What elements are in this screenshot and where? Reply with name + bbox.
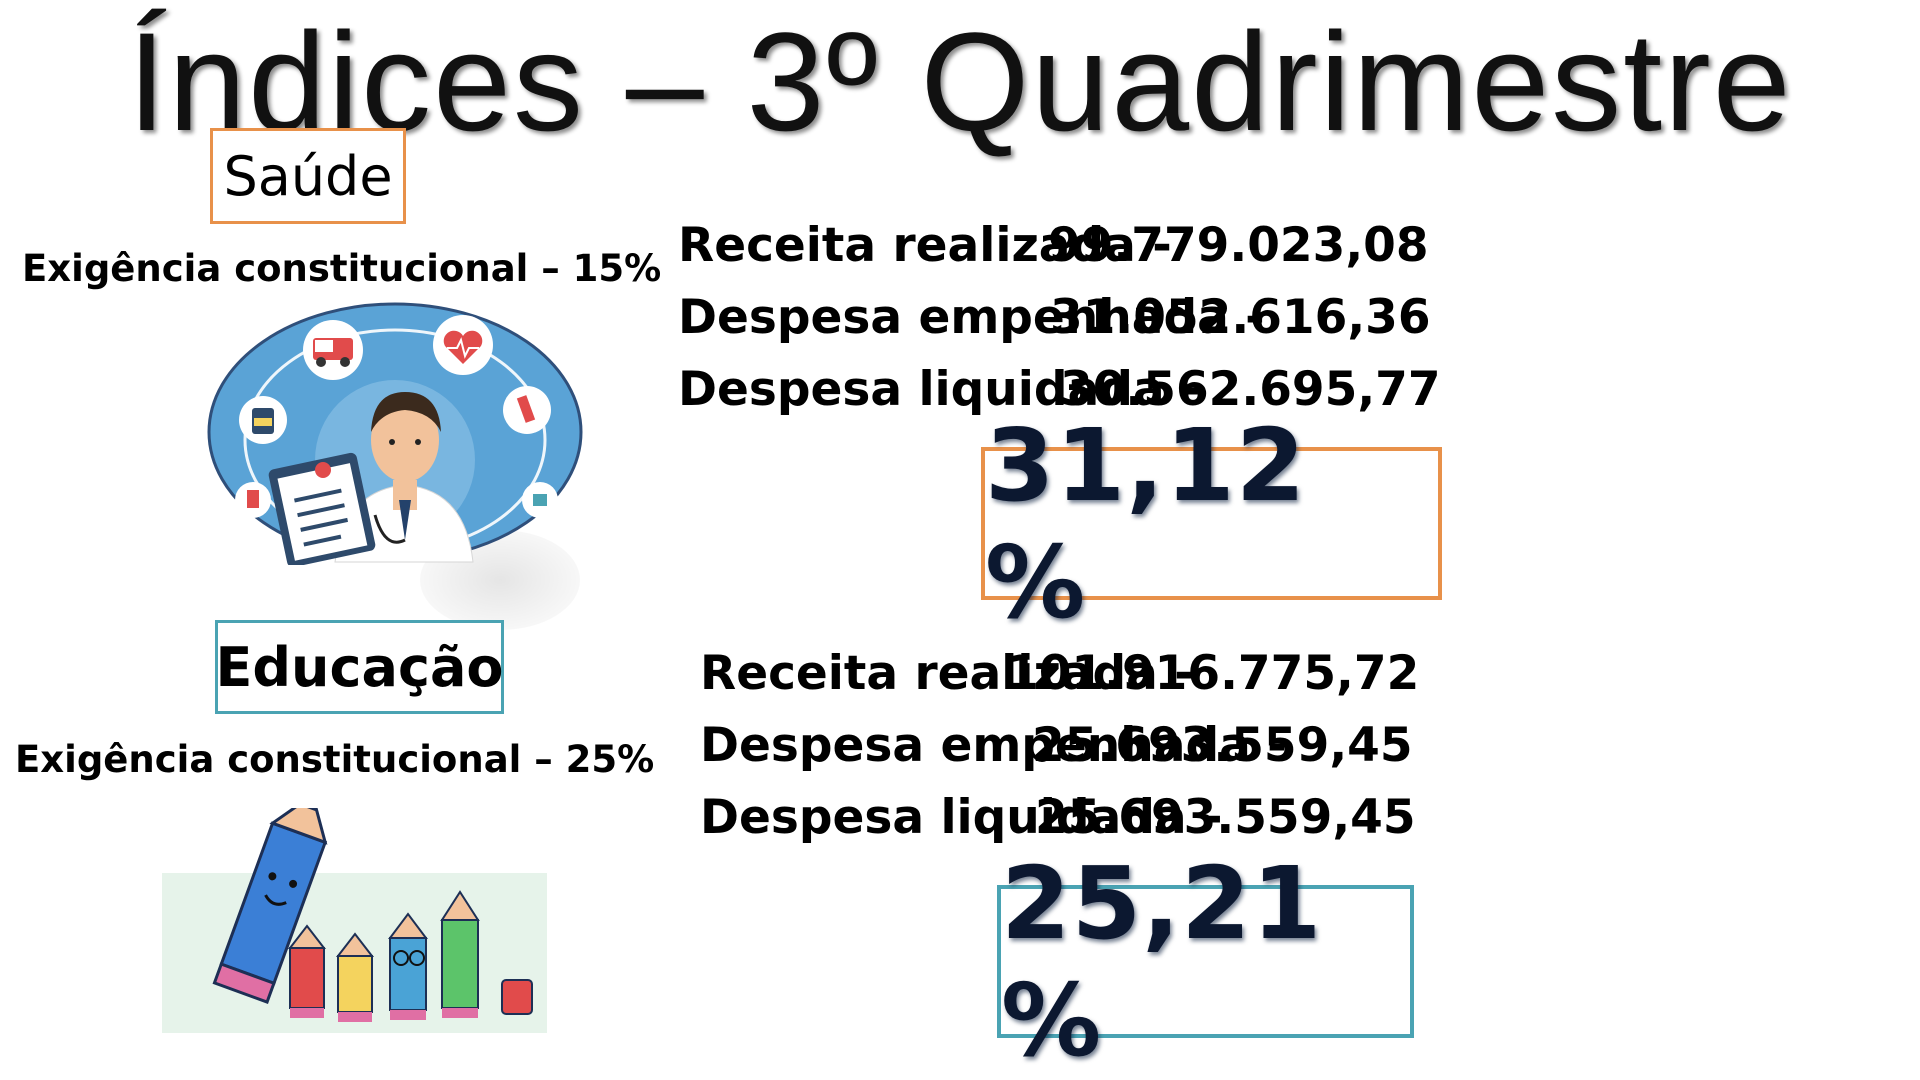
educacao-percent-box: 25,21 %: [997, 845, 1414, 1079]
row-value: 25.693.559,45: [1035, 790, 1416, 845]
table-row: Despesa liquidada - 30.562.695,77: [678, 362, 1678, 434]
table-row: Receita realizada - 101.916.775,72: [700, 646, 1700, 718]
big-pencil-icon: [212, 808, 328, 1004]
saude-label: Saúde: [223, 144, 393, 208]
table-row: Receita realizada - 99.779.023,08: [678, 218, 1678, 290]
row-value: 25.693.559,45: [1032, 718, 1413, 773]
small-pencil-teal: [388, 912, 428, 1020]
small-icon-right: [522, 482, 558, 518]
row-label: Receita realizada -: [678, 218, 1172, 273]
table-row: Despesa empenhada - 25.693.559,45: [700, 718, 1700, 790]
doctor-illustration: [207, 302, 583, 565]
row-label: Despesa liquidada -: [678, 362, 1201, 417]
row-value: 99.779.023,08: [1048, 218, 1429, 273]
saude-percent: 31,12 %: [985, 406, 1307, 641]
row-label: Receita realizada -: [700, 646, 1194, 701]
clipboard-icon: [268, 452, 376, 565]
table-row: Despesa empenhada - 31.052.616,36: [678, 290, 1678, 362]
educacao-exigencia: Exigência constitucional – 25%: [15, 738, 655, 781]
row-value: 30.562.695,77: [1060, 362, 1441, 417]
small-pencil-yellow: [335, 932, 375, 1022]
row-value: 101.916.775,72: [1006, 646, 1420, 701]
ambulance-icon: [303, 320, 363, 380]
small-pencil-green: [440, 890, 480, 1018]
table-row: Despesa liquidada - 25.693.559,45: [700, 790, 1700, 862]
educacao-label-box: Educação: [215, 620, 504, 714]
row-value: 31.052.616,36: [1050, 290, 1431, 345]
row-label: Despesa empenhada -: [678, 290, 1265, 345]
small-icon-left: [235, 482, 271, 518]
medicine-jar-icon: [239, 396, 287, 444]
small-pencil-red: [287, 924, 327, 1018]
row-label: Despesa empenhada -: [700, 718, 1287, 773]
eraser-icon: [501, 979, 533, 1015]
syringe-icon: [503, 386, 551, 434]
saude-label-box: Saúde: [210, 128, 406, 224]
educacao-financial-rows: Receita realizada - 101.916.775,72 Despe…: [700, 646, 1700, 862]
heart-icon: [433, 315, 493, 375]
row-label: Despesa liquidada -: [700, 790, 1223, 845]
pencils-illustration: [162, 808, 547, 1033]
saude-financial-rows: Receita realizada - 99.779.023,08 Despes…: [678, 218, 1678, 434]
saude-exigencia: Exigência constitucional – 15%: [22, 247, 662, 290]
educacao-label: Educação: [215, 635, 504, 699]
saude-percent-box: 31,12 %: [981, 407, 1442, 641]
educacao-percent: 25,21 %: [1001, 844, 1323, 1079]
